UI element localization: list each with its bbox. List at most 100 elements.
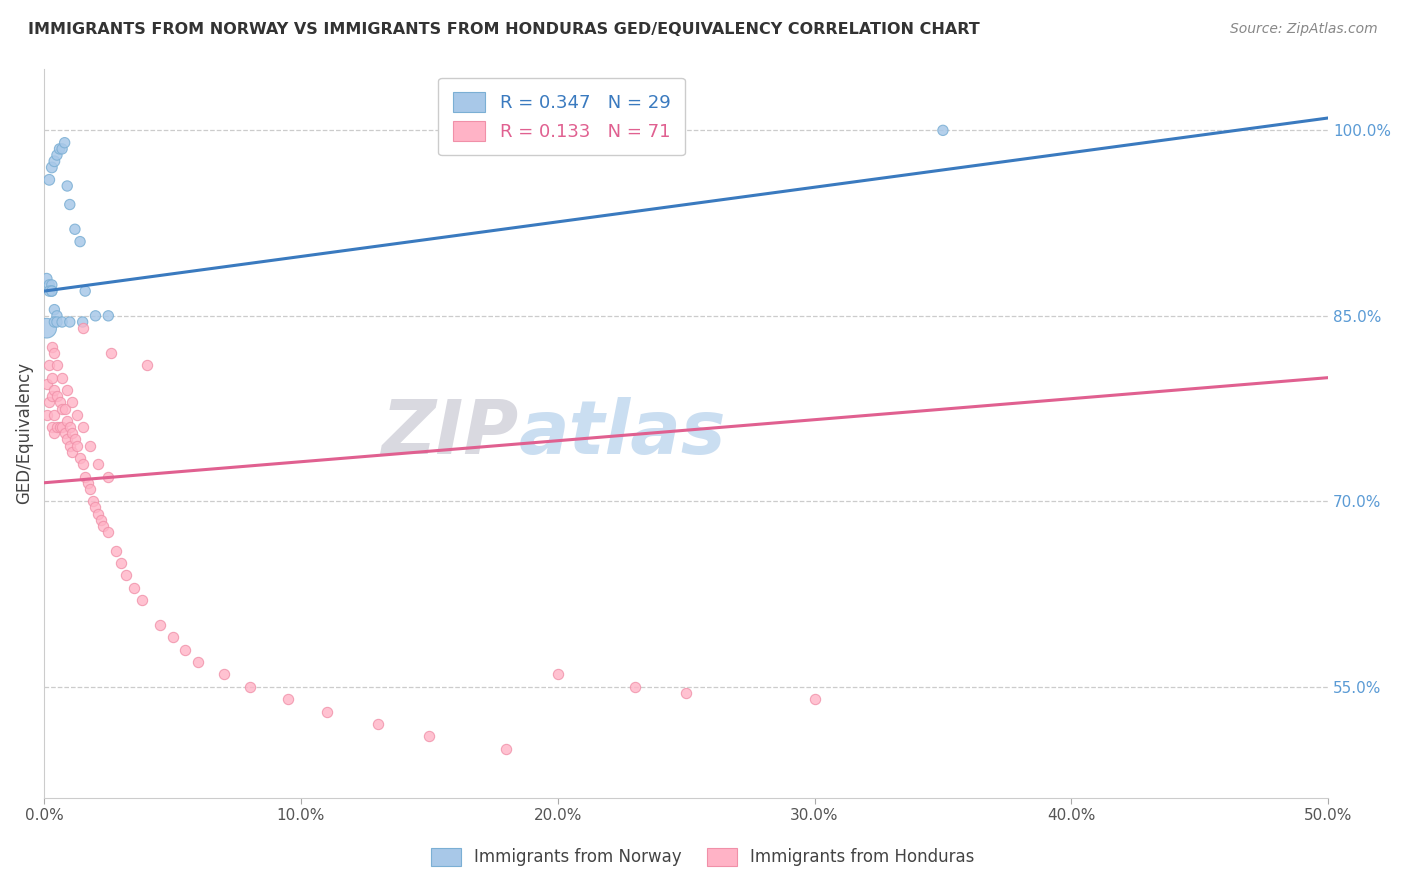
Point	[623, 680, 645, 694]
Point	[97, 469, 120, 483]
Point	[418, 729, 440, 743]
Point	[51, 370, 73, 384]
Point	[277, 692, 299, 706]
Point	[59, 420, 82, 434]
Point	[44, 426, 66, 441]
Point	[35, 408, 58, 422]
Point	[238, 680, 260, 694]
Point	[41, 284, 63, 298]
Point	[59, 197, 82, 211]
Point	[59, 439, 82, 453]
Text: ZIP: ZIP	[382, 397, 519, 470]
Point	[44, 315, 66, 329]
Point	[69, 450, 91, 465]
Point	[44, 302, 66, 317]
Point	[53, 136, 76, 150]
Point	[675, 686, 697, 700]
Point	[51, 142, 73, 156]
Point	[38, 277, 60, 292]
Point	[41, 277, 63, 292]
Point	[44, 383, 66, 397]
Point	[38, 359, 60, 373]
Point	[41, 420, 63, 434]
Point	[46, 389, 69, 403]
Point	[60, 426, 83, 441]
Point	[72, 457, 94, 471]
Point	[46, 315, 69, 329]
Point	[48, 420, 70, 434]
Point	[91, 519, 114, 533]
Point	[51, 401, 73, 416]
Point	[46, 359, 69, 373]
Point	[38, 284, 60, 298]
Point	[367, 717, 389, 731]
Point	[100, 346, 122, 360]
Point	[63, 222, 86, 236]
Text: IMMIGRANTS FROM NORWAY VS IMMIGRANTS FROM HONDURAS GED/EQUIVALENCY CORRELATION C: IMMIGRANTS FROM NORWAY VS IMMIGRANTS FRO…	[28, 22, 980, 37]
Point	[56, 179, 79, 194]
Point	[66, 439, 89, 453]
Point	[547, 667, 569, 681]
Point	[97, 309, 120, 323]
Point	[84, 500, 107, 515]
Point	[35, 376, 58, 391]
Point	[162, 630, 184, 644]
Point	[60, 395, 83, 409]
Point	[44, 346, 66, 360]
Point	[44, 154, 66, 169]
Point	[41, 370, 63, 384]
Y-axis label: GED/Equivalency: GED/Equivalency	[15, 362, 32, 504]
Point	[803, 692, 825, 706]
Point	[56, 433, 79, 447]
Point	[35, 321, 58, 335]
Point	[87, 457, 110, 471]
Point	[48, 142, 70, 156]
Point	[90, 513, 112, 527]
Point	[53, 426, 76, 441]
Point	[187, 655, 209, 669]
Point	[135, 359, 157, 373]
Point	[72, 420, 94, 434]
Text: atlas: atlas	[519, 397, 727, 470]
Point	[56, 414, 79, 428]
Point	[932, 123, 955, 137]
Point	[97, 525, 120, 540]
Point	[46, 148, 69, 162]
Point	[82, 494, 104, 508]
Point	[72, 321, 94, 335]
Point	[87, 507, 110, 521]
Point	[48, 395, 70, 409]
Point	[51, 315, 73, 329]
Point	[75, 284, 97, 298]
Point	[79, 439, 101, 453]
Point	[174, 642, 197, 657]
Text: Source: ZipAtlas.com: Source: ZipAtlas.com	[1230, 22, 1378, 37]
Point	[46, 309, 69, 323]
Point	[41, 340, 63, 354]
Point	[115, 568, 138, 582]
Point	[212, 667, 235, 681]
Point	[75, 469, 97, 483]
Point	[495, 741, 517, 756]
Point	[149, 618, 172, 632]
Point	[35, 271, 58, 285]
Point	[41, 389, 63, 403]
Point	[79, 482, 101, 496]
Point	[38, 395, 60, 409]
Point	[41, 161, 63, 175]
Point	[315, 705, 337, 719]
Point	[76, 475, 98, 490]
Point	[69, 235, 91, 249]
Point	[122, 581, 145, 595]
Point	[105, 543, 128, 558]
Point	[110, 556, 132, 570]
Point	[66, 408, 89, 422]
Point	[60, 445, 83, 459]
Point	[63, 433, 86, 447]
Point	[56, 383, 79, 397]
Point	[38, 173, 60, 187]
Point	[53, 401, 76, 416]
Point	[44, 408, 66, 422]
Point	[72, 315, 94, 329]
Point	[51, 420, 73, 434]
